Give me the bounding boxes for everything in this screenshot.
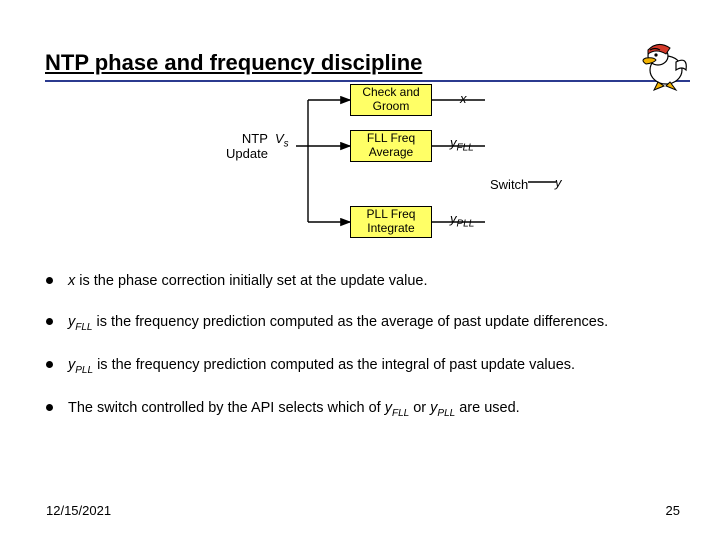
page-title: NTP phase and frequency discipline [45, 50, 690, 80]
bullet-item: yPLL is the frequency prediction compute… [46, 356, 684, 377]
label-ntp-update: NTPUpdate [226, 132, 268, 162]
footer-date: 12/15/2021 [46, 503, 111, 518]
label-vs: Vs [275, 132, 289, 150]
label-y: y [555, 176, 562, 191]
box-fll-freq-average: FLL Freq Average [350, 130, 432, 162]
label-y-pll: yPLL [450, 212, 474, 230]
bullet-item: x is the phase correction initially set … [46, 272, 684, 291]
bullet-item: yFLL is the frequency prediction compute… [46, 313, 684, 334]
footer-slide-number: 25 [666, 503, 680, 518]
label-switch: Switch [485, 176, 533, 195]
bullet-item: The switch controlled by the API selects… [46, 399, 684, 420]
flow-diagram: NTPUpdate Vs Check and Groom FLL Freq Av… [0, 78, 720, 258]
label-x: x [460, 92, 467, 107]
bullet-list: x is the phase correction initially set … [46, 272, 684, 442]
box-pll-freq-integrate: PLL Freq Integrate [350, 206, 432, 238]
label-y-fll: yFLL [450, 136, 474, 154]
box-check-groom: Check and Groom [350, 84, 432, 116]
